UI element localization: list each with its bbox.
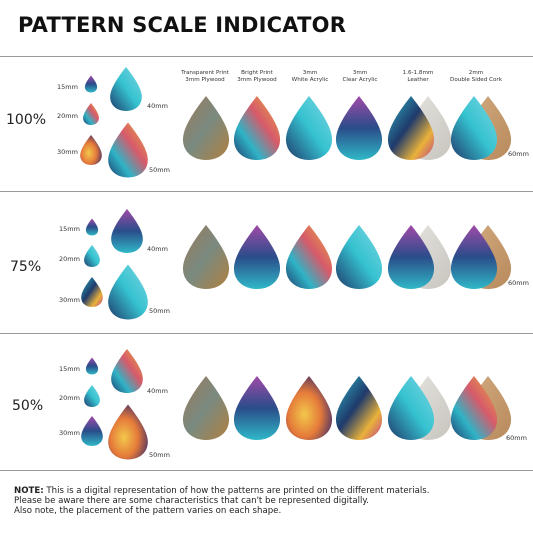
note-label: NOTE: [14, 486, 44, 496]
scale-label-75: 75% [10, 259, 42, 275]
size-swatches-50 [81, 349, 148, 460]
size-swatches-75 [81, 209, 148, 320]
material-label-leather: 1.6-1.8mm Leather [402, 70, 434, 83]
divider-2 [0, 333, 533, 334]
material-swatches-100 [182, 96, 512, 160]
material-swatches-75 [182, 225, 512, 289]
product-size-label: 60mm [506, 434, 527, 442]
size-label-15mm: 15mm [57, 83, 78, 91]
product-size-label: 60mm [508, 150, 529, 158]
scale-label-100: 100% [6, 112, 47, 128]
material-label-cork: 2mm Double Sided Cork [450, 70, 502, 83]
size-label-40mm: 40mm [147, 387, 168, 395]
size-label-20mm: 20mm [59, 394, 80, 402]
note-line-1: This is a digital representation of how … [43, 486, 430, 496]
material-label-bright-plywood: Bright Print 3mm Plywood [237, 70, 277, 83]
size-label-20mm: 20mm [59, 255, 80, 263]
scale-label-50: 50% [12, 398, 44, 414]
material-label-white-acrylic: 3mm White Acrylic [291, 70, 329, 83]
material-label-clear-acrylic: 3mm Clear Acrylic [342, 70, 378, 83]
size-label-40mm: 40mm [147, 245, 168, 253]
size-label-50mm: 50mm [149, 307, 170, 315]
material-swatches-50 [182, 376, 512, 440]
size-label-15mm: 15mm [59, 225, 80, 233]
page-title: PATTERN SCALE INDICATOR [18, 13, 347, 37]
size-label-15mm: 15mm [59, 365, 80, 373]
size-swatches-100 [80, 67, 148, 178]
size-label-30mm: 30mm [59, 429, 80, 437]
size-label-40mm: 40mm [147, 102, 168, 110]
size-label-30mm: 30mm [57, 148, 78, 156]
note-block: NOTE: This is a digital representation o… [14, 486, 519, 517]
note-line-2: Please be aware there are some character… [14, 496, 369, 507]
size-label-20mm: 20mm [57, 112, 78, 120]
size-label-50mm: 50mm [149, 166, 170, 174]
divider-bottom [0, 470, 533, 471]
note-line-3: Also note, the placement of the pattern … [14, 506, 282, 517]
material-label-transparent-plywood: Transparent Print 3mm Plywood [181, 70, 229, 83]
product-size-label: 60mm [508, 279, 529, 287]
divider-1 [0, 191, 533, 192]
divider-top [0, 56, 533, 57]
size-label-30mm: 30mm [59, 296, 80, 304]
size-label-50mm: 50mm [149, 451, 170, 459]
